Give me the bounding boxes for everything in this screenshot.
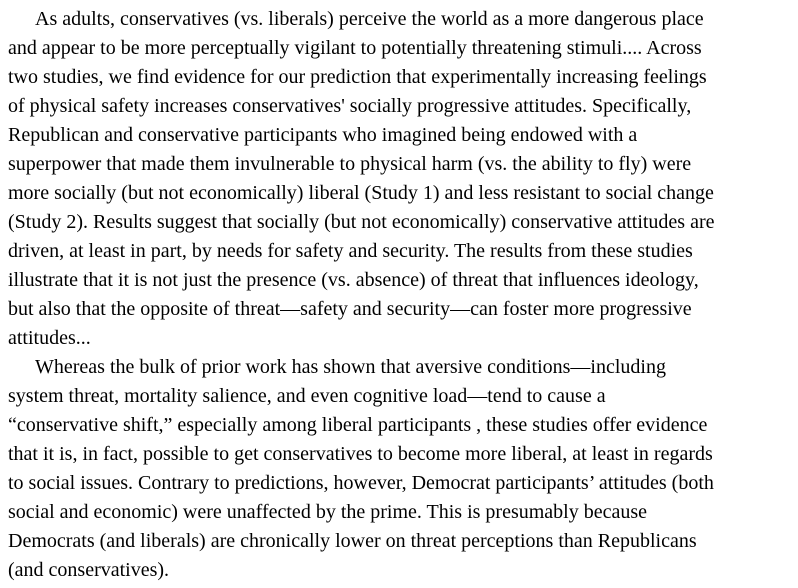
- text-line: Whereas the bulk of prior work has shown…: [35, 356, 666, 378]
- paragraph: As adults, conservatives (vs. liberals) …: [0, 5, 798, 353]
- text-line: that it is, in fact, possible to get con…: [8, 443, 713, 465]
- text-line: (and conservatives).: [8, 559, 170, 581]
- text-line: As adults, conservatives (vs. liberals) …: [35, 8, 704, 30]
- text-line: (Study 2). Results suggest that socially…: [8, 211, 715, 233]
- text-line: social and economic) were unaffected by …: [8, 501, 648, 523]
- text-line: Democrats (and liberals) are chronically…: [8, 530, 697, 552]
- text-line: attitudes...: [8, 327, 91, 349]
- text-line: superpower that made them invulnerable t…: [8, 153, 692, 175]
- text-line: Republican and conservative participants…: [8, 124, 638, 146]
- text-line: of physical safety increases conservativ…: [8, 95, 692, 117]
- text-line: to social issues. Contrary to prediction…: [8, 472, 714, 494]
- paragraph: Whereas the bulk of prior work has shown…: [0, 353, 798, 585]
- text-line: illustrate that it is not just the prese…: [8, 269, 699, 291]
- text-line: and appear to be more perceptually vigil…: [8, 37, 702, 59]
- text-line: more socially (but not economically) lib…: [8, 182, 714, 204]
- text-line: system threat, mortality salience, and e…: [8, 385, 606, 407]
- text-line: but also that the opposite of threat—saf…: [8, 298, 692, 320]
- text-line: driven, at least in part, by needs for s…: [8, 240, 693, 262]
- text-line: two studies, we find evidence for our pr…: [8, 66, 707, 88]
- text-line: “conservative shift,” especially among l…: [8, 414, 708, 436]
